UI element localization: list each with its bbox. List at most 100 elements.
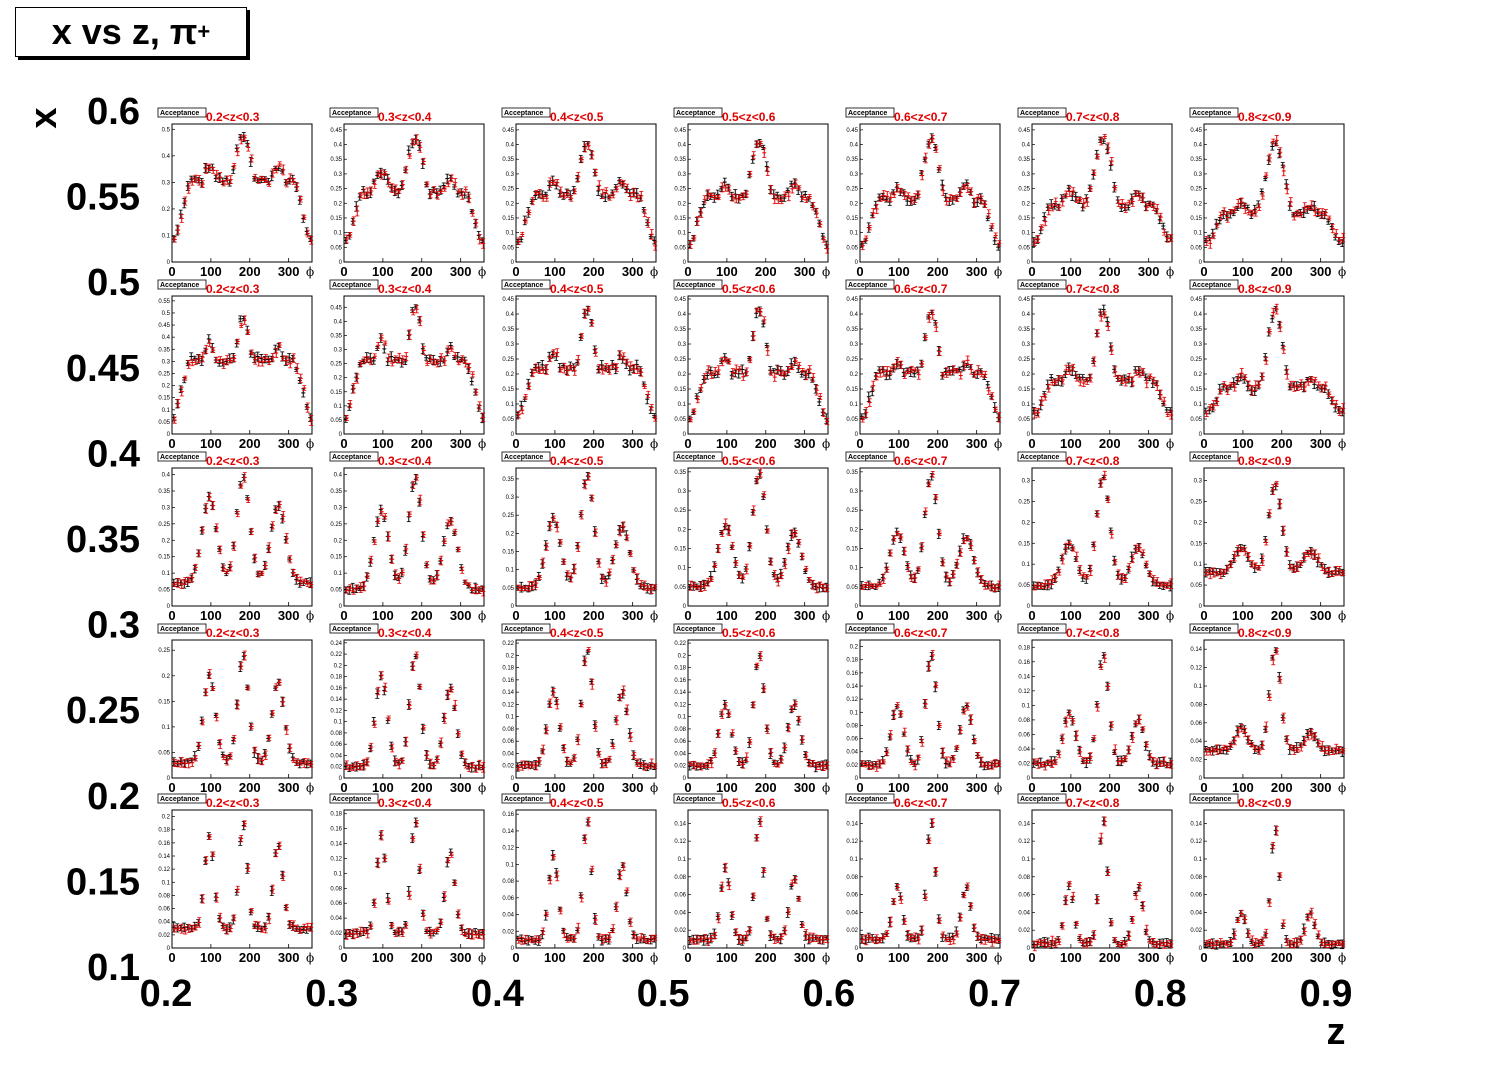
pad-xtick-label: 300 bbox=[622, 264, 644, 279]
acceptance-box bbox=[329, 279, 379, 290]
pad-ytick-label: 0.45 bbox=[846, 297, 858, 303]
y-tick-label: 0.4 bbox=[87, 433, 140, 475]
pad-ytick-label: 0.25 bbox=[502, 187, 514, 193]
pad-frame bbox=[171, 123, 313, 263]
chart-title: x vs z, π + bbox=[15, 7, 247, 57]
acceptance-label: Acceptance bbox=[332, 110, 371, 117]
pad-ytick-label: 0 bbox=[167, 604, 171, 610]
pad-ytick-label: 0.05 bbox=[158, 420, 170, 426]
acceptance-box bbox=[673, 279, 723, 290]
pad-ytick-label: 0.15 bbox=[1018, 387, 1030, 393]
pad-ytick-label: 0.3 bbox=[1194, 342, 1203, 348]
pad-ytick-label: 0.2 bbox=[1194, 201, 1203, 207]
pad-xtick-label: 0 bbox=[1200, 264, 1207, 279]
y-tick-label: 0.55 bbox=[66, 177, 140, 219]
pad-xtick-label: 200 bbox=[927, 264, 949, 279]
pad-ytick-label: 0.2 bbox=[1194, 372, 1203, 378]
pad: Acceptance 0.8<z<0.9 0.05 0.1 0.15 0.2 0.25 0.3… bbox=[1189, 107, 1346, 279]
pad-ytick-label: 0.5 bbox=[162, 127, 171, 133]
pad-ytick-label: 0.4 bbox=[678, 143, 687, 149]
pad-xtick-label: 200 bbox=[755, 264, 777, 279]
pad-xtick-label: 0 bbox=[340, 264, 347, 279]
pad-ytick-label: 0 bbox=[855, 432, 859, 438]
pad-ytick-label: 0.4 bbox=[162, 473, 171, 479]
pad-ytick-label: 0.1 bbox=[1194, 231, 1203, 237]
pad-xtick-label: 300 bbox=[622, 436, 644, 451]
pad-zbin-label: 0.6<z<0.7 bbox=[894, 110, 948, 124]
pad-xtick-label: 100 bbox=[200, 264, 222, 279]
pad-ytick-label: 0.45 bbox=[674, 128, 686, 134]
pad-ytick-label: 0.4 bbox=[850, 143, 859, 149]
pad-ytick-label: 0.25 bbox=[846, 357, 858, 363]
pad-xaxis-label: ϕ bbox=[1166, 437, 1174, 451]
pad-zbin-label: 0.6<z<0.7 bbox=[894, 282, 948, 296]
big-axes: 0.60.550.50.450.40.350.30.250.20.150.10.… bbox=[23, 91, 1352, 1053]
pad-ytick-label: 0.1 bbox=[850, 231, 859, 237]
pad-xtick-label: 0 bbox=[1200, 436, 1207, 451]
pad-ytick-label: 0.4 bbox=[1194, 143, 1203, 149]
pad-xtick-label: 0 bbox=[1028, 436, 1035, 451]
pad-ytick-label: 0.45 bbox=[1190, 297, 1202, 303]
pad-ytick-label: 0.05 bbox=[846, 417, 858, 423]
pad-ytick-label: 0.3 bbox=[506, 172, 515, 178]
acceptance-box bbox=[845, 279, 895, 290]
pad-ytick-label: 0.1 bbox=[506, 402, 515, 408]
pad-ytick-label: 0.3 bbox=[162, 359, 171, 365]
chart-title-main: x vs z, π bbox=[52, 11, 198, 53]
pad-zbin-label: 0.2<z<0.3 bbox=[206, 454, 260, 468]
pad-xtick-label: 300 bbox=[278, 436, 300, 451]
pad-xtick-label: 300 bbox=[450, 264, 472, 279]
pad-zbin-label: 0.4<z<0.5 bbox=[550, 110, 604, 124]
pad-xaxis-label: ϕ bbox=[1166, 265, 1174, 279]
pad-ytick-label: 0.2 bbox=[162, 538, 171, 544]
pad-zbin-label: 0.8<z<0.9 bbox=[1238, 110, 1292, 124]
pad-ytick-label: 0.15 bbox=[502, 387, 514, 393]
pad-ytick-label: 0 bbox=[511, 432, 515, 438]
pad-ytick-label: 0.15 bbox=[330, 390, 342, 396]
pad-zbin-label: 0.2<z<0.3 bbox=[206, 110, 260, 124]
pad: Acceptance 0.5<z<0.6 0.05 0.1 0.15 0.2 0.25 0.3… bbox=[673, 279, 830, 451]
pad-zbin-label: 0.5<z<0.6 bbox=[722, 110, 776, 124]
pad-xaxis-label: ϕ bbox=[306, 609, 314, 623]
pad-ytick-label: 0.2 bbox=[334, 376, 343, 382]
pads-grid: Acceptance 0.2<z<0.30.10.20.30.40.500 100 2… bbox=[157, 107, 1346, 965]
pad-ytick-label: 0.35 bbox=[158, 489, 170, 495]
pad-xaxis-label: ϕ bbox=[650, 265, 658, 279]
pad-ytick-label: 0.35 bbox=[330, 333, 342, 339]
acceptance-label: Acceptance bbox=[1020, 110, 1059, 117]
pad-ytick-label: 0 bbox=[167, 432, 171, 438]
pad-ytick-label: 0 bbox=[683, 432, 687, 438]
pad-xtick-label: 200 bbox=[411, 436, 433, 451]
pad-xtick-label: 0 bbox=[856, 264, 863, 279]
pad-xtick-label: 200 bbox=[1271, 264, 1293, 279]
acceptance-box bbox=[329, 107, 379, 118]
acceptance-label: Acceptance bbox=[332, 282, 371, 289]
pad-xtick-label: 0 bbox=[1028, 264, 1035, 279]
pad-ytick-label: 0.3 bbox=[1022, 342, 1031, 348]
pad-xaxis-label: ϕ bbox=[1338, 437, 1346, 451]
x-tick-label: 0.9 bbox=[1300, 973, 1353, 1015]
pad-xtick-label: 100 bbox=[888, 436, 910, 451]
pad-xtick-label: 0 bbox=[168, 264, 175, 279]
pad-ytick-label: 0.15 bbox=[158, 555, 170, 561]
pad-ytick-label: 0.15 bbox=[846, 387, 858, 393]
pad-ytick-label: 0.1 bbox=[1022, 231, 1031, 237]
pad-xtick-label: 300 bbox=[1138, 436, 1160, 451]
pad-ytick-label: 0.3 bbox=[334, 172, 343, 178]
pad-ytick-label: 0.05 bbox=[502, 245, 514, 251]
pad-ytick-label: 0.45 bbox=[330, 305, 342, 311]
pad-xtick-label: 300 bbox=[1310, 264, 1332, 279]
pad-ytick-label: 0.05 bbox=[330, 245, 342, 251]
pad-ytick-label: 0.2 bbox=[678, 372, 687, 378]
chart-title-sup: + bbox=[197, 19, 210, 45]
acceptance-box bbox=[845, 107, 895, 118]
pad-ytick-label: 0.2 bbox=[506, 201, 515, 207]
acceptance-box bbox=[1017, 279, 1067, 290]
pad-ytick-label: 0 bbox=[339, 260, 343, 266]
pad-ytick-label: 0.05 bbox=[502, 417, 514, 423]
x-tick-label: 0.5 bbox=[637, 973, 690, 1015]
pad-ytick-label: 0.05 bbox=[1190, 417, 1202, 423]
pad-xtick-label: 0 bbox=[168, 436, 175, 451]
pad-xtick-label: 0 bbox=[340, 436, 347, 451]
pad-ytick-label: 0.35 bbox=[502, 157, 514, 163]
